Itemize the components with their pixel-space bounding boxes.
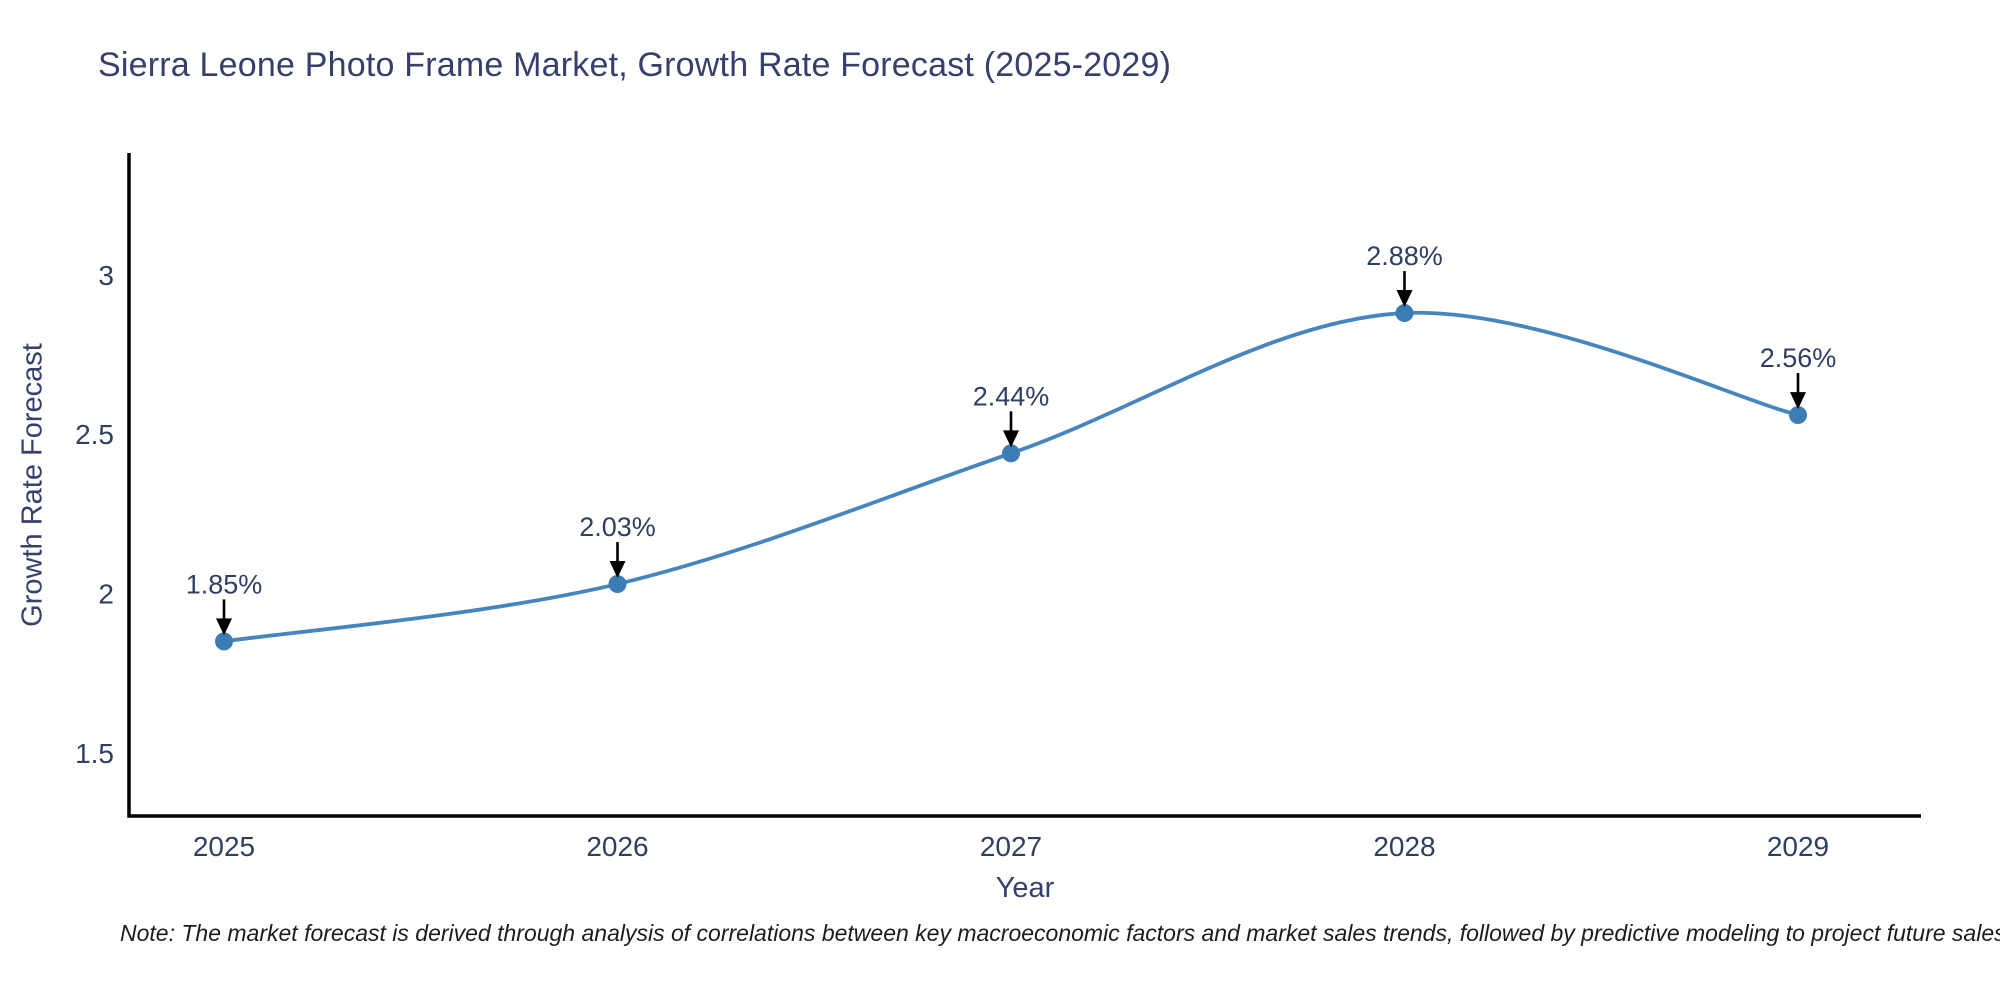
- annotation-arrowhead-icon: [1003, 430, 1019, 448]
- chart-title: Sierra Leone Photo Frame Market, Growth …: [98, 46, 1172, 84]
- annotation-label: 2.44%: [973, 381, 1050, 411]
- y-tick-label: 1.5: [75, 738, 114, 769]
- data-point-marker[interactable]: [1002, 444, 1020, 463]
- y-tick-label: 3: [98, 260, 114, 291]
- series-line: [223, 310, 1799, 644]
- point-annotations: 1.85% 2.03% 2.44% 2.88% 2.56%: [186, 241, 1837, 636]
- annotation-label: 2.56%: [1760, 343, 1837, 373]
- x-axis-title: Year: [995, 872, 1055, 904]
- data-point-marker[interactable]: [1395, 304, 1414, 323]
- y-tick-label: 2.5: [75, 419, 114, 450]
- annotation-label: 2.88%: [1366, 241, 1443, 271]
- annotation-label: 1.85%: [186, 569, 263, 599]
- annotation-arrowhead-icon: [609, 561, 626, 579]
- data-point-marker[interactable]: [215, 632, 233, 651]
- y-tick-label: 2: [98, 579, 114, 610]
- data-point-marker[interactable]: [608, 575, 627, 594]
- axis-lines: [127, 153, 1921, 818]
- data-point-marker[interactable]: [1789, 406, 1807, 425]
- x-tick-label: 2027: [980, 831, 1042, 862]
- x-tick-label: 2028: [1373, 831, 1435, 862]
- footnote: Note: The market forecast is derived thr…: [120, 920, 2000, 946]
- x-tick-label: 2025: [193, 831, 255, 862]
- annotation-arrowhead-icon: [1790, 392, 1806, 410]
- y-tick-labels: 1.5 2 2.5 3: [75, 260, 114, 769]
- annotation-arrowhead-icon: [216, 618, 232, 636]
- x-tick-label: 2026: [586, 831, 648, 862]
- annotation-label: 2.03%: [579, 512, 656, 542]
- annotation-arrowhead-icon: [1396, 290, 1413, 308]
- data-point-markers: [215, 304, 1807, 651]
- x-tick-label: 2029: [1767, 831, 1829, 862]
- x-tick-labels: 2025 2026 2027 2028 2029: [193, 831, 1829, 862]
